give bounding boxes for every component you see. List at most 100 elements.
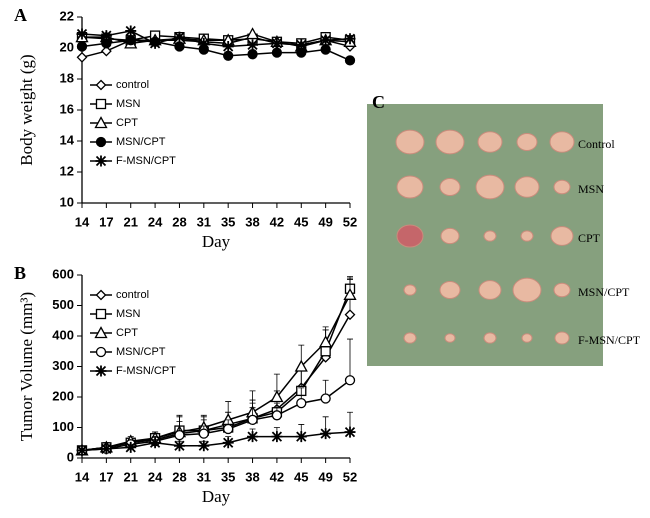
row-label: MSN/CPT: [578, 285, 630, 299]
marker: [320, 346, 331, 357]
legend-marker: [95, 79, 107, 91]
tumor: [554, 331, 570, 345]
y-tick-label: 400: [52, 327, 74, 342]
x-axis-label: Day: [202, 487, 231, 506]
marker: [320, 393, 331, 404]
legend-label: F-MSN/CPT: [116, 365, 176, 377]
marker: [245, 27, 260, 40]
marker: [223, 423, 234, 435]
marker: [198, 428, 209, 439]
tumor: [514, 176, 540, 198]
legend-marker: [95, 98, 107, 110]
panel-label: B: [14, 263, 26, 283]
y-axis-label: Body weight (g): [17, 54, 36, 165]
x-tick-label: 35: [221, 469, 235, 484]
y-tick-label: 600: [52, 266, 74, 281]
legend-marker: [95, 308, 107, 320]
tumor: [521, 333, 533, 343]
y-tick-label: 20: [60, 39, 74, 54]
marker: [125, 441, 137, 453]
tumor: [483, 230, 497, 242]
x-tick-label: 31: [197, 214, 211, 229]
legend-label: F-MSN/CPT: [116, 155, 176, 167]
marker: [320, 428, 332, 440]
tumor: [440, 227, 460, 245]
tumor: [549, 131, 575, 153]
legend-marker: [94, 116, 108, 129]
x-tick-label: 45: [294, 469, 308, 484]
marker: [223, 50, 234, 61]
marker: [344, 33, 356, 45]
tumor: [475, 174, 505, 200]
x-tick-label: 38: [245, 214, 259, 229]
tumor: [403, 332, 417, 344]
marker: [247, 49, 258, 60]
x-tick-label: 14: [75, 469, 90, 484]
tumor: [512, 277, 542, 303]
marker: [174, 429, 185, 441]
marker: [76, 51, 88, 63]
x-tick-label: 31: [197, 469, 211, 484]
legend-marker: [95, 365, 107, 377]
marker: [100, 45, 112, 57]
x-tick-label: 14: [75, 214, 90, 229]
legend-label: MSN/CPT: [116, 136, 166, 148]
row-label: Control: [578, 137, 615, 151]
x-tick-label: 49: [318, 214, 332, 229]
marker: [270, 390, 284, 403]
marker: [343, 287, 357, 300]
x-axis-label: Day: [202, 232, 231, 251]
marker: [319, 335, 333, 348]
tumor: [516, 133, 538, 151]
legend-marker: [94, 326, 108, 339]
legend-label: MSN: [116, 308, 141, 320]
x-tick-label: 49: [318, 469, 332, 484]
y-tick-label: 10: [60, 194, 74, 209]
marker: [271, 431, 283, 443]
y-tick-label: 0: [67, 449, 74, 464]
tumor: [444, 333, 456, 343]
x-tick-label: 17: [99, 469, 113, 484]
x-tick-label: 52: [343, 469, 357, 484]
legend-label: control: [116, 289, 149, 301]
marker: [222, 40, 234, 52]
marker: [294, 359, 308, 372]
row-label: MSN: [578, 182, 604, 196]
marker: [295, 431, 307, 443]
y-tick-label: 200: [52, 388, 74, 403]
x-tick-label: 52: [343, 214, 357, 229]
row-label: F-MSN/CPT: [578, 333, 641, 347]
tumor: [520, 230, 534, 242]
y-tick-label: 16: [60, 101, 74, 116]
panel-label: A: [14, 5, 27, 25]
x-tick-label: 42: [270, 214, 284, 229]
y-tick-label: 100: [52, 419, 74, 434]
marker: [76, 28, 88, 40]
row-label: CPT: [578, 231, 601, 245]
x-tick-label: 17: [99, 214, 113, 229]
marker: [344, 309, 356, 321]
tumor: [483, 332, 497, 344]
legend-label: CPT: [116, 327, 138, 339]
y-tick-label: 300: [52, 358, 74, 373]
marker: [125, 35, 136, 46]
marker: [76, 444, 88, 456]
legend-label: MSN: [116, 98, 141, 110]
y-tick-label: 18: [60, 70, 74, 85]
marker: [149, 37, 161, 49]
x-tick-label: 28: [172, 469, 186, 484]
error-bar: [347, 338, 353, 381]
x-tick-label: 24: [148, 214, 163, 229]
x-tick-label: 35: [221, 214, 235, 229]
marker: [296, 397, 307, 409]
legend-marker: [95, 155, 107, 167]
marker: [76, 41, 88, 52]
x-tick-label: 21: [123, 214, 137, 229]
tumor: [439, 178, 461, 196]
x-tick-label: 38: [245, 469, 259, 484]
tumor: [553, 282, 571, 298]
legend-marker: [95, 289, 107, 301]
y-tick-label: 500: [52, 297, 74, 312]
marker: [173, 31, 185, 43]
